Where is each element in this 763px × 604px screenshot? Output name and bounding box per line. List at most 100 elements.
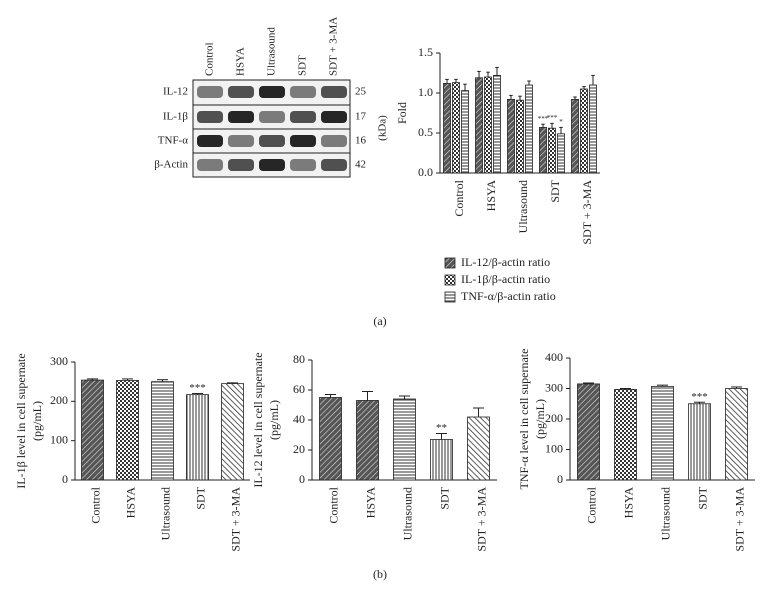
x-tick-label: HSYA xyxy=(621,487,635,519)
x-tick-label: SDT xyxy=(437,486,451,509)
x-tick-label: SDT xyxy=(548,179,562,202)
bar xyxy=(571,99,579,174)
bar xyxy=(452,82,460,174)
kda-label: 17 xyxy=(355,111,367,123)
bar xyxy=(356,400,379,481)
bar xyxy=(725,388,748,481)
y-tick-label: 100 xyxy=(50,432,68,446)
blot-band xyxy=(321,111,347,123)
significance: * xyxy=(559,118,563,126)
y-tick-label: 0 xyxy=(557,472,563,486)
y-tick-label: 60 xyxy=(293,382,305,396)
bar xyxy=(493,75,501,174)
bar xyxy=(577,383,600,481)
x-tick-label: SDT + 3-MA xyxy=(580,180,594,245)
x-tick-label: Ultrasound xyxy=(658,487,672,540)
y-tick-label: 0.0 xyxy=(418,165,433,179)
lane-label: SDT + 3-MA xyxy=(328,17,340,76)
row-label: IL-1β xyxy=(163,111,189,123)
legend-label: IL-1β/β-actin ratio xyxy=(461,272,550,286)
row-label: IL-12 xyxy=(163,86,188,98)
bar xyxy=(688,403,711,481)
bar xyxy=(557,133,565,174)
bar xyxy=(467,416,490,481)
panel-label: (a) xyxy=(373,314,386,328)
legend-label: IL-12/β-actin ratio xyxy=(461,255,550,269)
panel-label: (b) xyxy=(373,567,387,581)
blot-band xyxy=(197,86,223,98)
x-tick-label: Control xyxy=(584,486,598,523)
blot-band xyxy=(290,159,316,171)
x-tick-label: HSYA xyxy=(363,487,377,519)
y-axis-label: (pg/mL) xyxy=(267,400,281,440)
significance: ** xyxy=(436,422,447,434)
significance: *** xyxy=(547,114,558,122)
bar xyxy=(430,439,453,481)
bar xyxy=(589,84,597,174)
x-tick-label: Control xyxy=(88,486,102,523)
bar xyxy=(651,385,674,481)
x-tick-label: SDT + 3-MA xyxy=(474,487,488,552)
x-tick-label: SDT xyxy=(193,486,207,509)
bar xyxy=(614,389,637,481)
y-tick-label: 100 xyxy=(545,441,563,455)
blot-band xyxy=(228,135,254,147)
lane-label: SDT xyxy=(297,55,309,76)
y-axis-label: TNF-α level in cell supernate xyxy=(517,349,531,490)
bar xyxy=(221,383,244,481)
x-tick-label: HSYA xyxy=(123,487,137,519)
blot-band xyxy=(290,86,316,98)
row-label: TNF-α xyxy=(158,135,188,147)
x-tick-label: SDT xyxy=(695,486,709,509)
kda-label: 42 xyxy=(355,159,366,171)
y-tick-label: 1.5 xyxy=(418,45,433,59)
blot-band xyxy=(197,111,223,123)
blot-band xyxy=(290,135,316,147)
bar xyxy=(461,90,469,174)
bar xyxy=(393,398,416,481)
legend-label: TNF-α/β-actin ratio xyxy=(461,289,556,303)
y-tick-label: 80 xyxy=(293,352,305,366)
y-tick-label: 0.5 xyxy=(418,125,433,139)
kda-unit: (kDa) xyxy=(377,115,389,141)
bar xyxy=(516,99,524,174)
blot-band xyxy=(290,111,316,123)
bar xyxy=(186,394,209,481)
y-tick-label: 40 xyxy=(293,412,305,426)
y-tick-label: 200 xyxy=(50,393,68,407)
bar xyxy=(539,127,547,174)
bar xyxy=(484,76,492,174)
y-axis-label: (pg/mL) xyxy=(533,399,547,439)
x-tick-label: Ultrasound xyxy=(158,487,172,540)
lane-label: Control xyxy=(204,42,216,76)
legend-swatch xyxy=(444,257,456,269)
blot-band xyxy=(197,135,223,147)
y-tick-label: 400 xyxy=(545,350,563,364)
y-axis-label: Fold xyxy=(395,102,409,124)
blot-band xyxy=(259,135,285,147)
blot-band xyxy=(228,159,254,171)
kda-label: 16 xyxy=(355,135,367,147)
blot-band xyxy=(321,86,347,98)
x-tick-label: Control xyxy=(452,179,466,216)
blot-band xyxy=(321,159,347,171)
bar xyxy=(475,77,483,174)
bar xyxy=(319,397,342,481)
y-tick-label: 20 xyxy=(293,442,305,456)
bar xyxy=(443,83,451,174)
y-axis-label: IL-1β level in cell supernate xyxy=(14,353,28,488)
x-tick-label: SDT + 3-MA xyxy=(228,487,242,552)
x-tick-label: HSYA xyxy=(484,180,498,212)
legend-swatch xyxy=(444,274,456,286)
x-tick-label: Control xyxy=(326,486,340,523)
bar xyxy=(81,379,104,481)
bar xyxy=(525,84,533,174)
significance: *** xyxy=(691,391,708,403)
blot-band xyxy=(321,135,347,147)
bar xyxy=(580,88,588,174)
bar xyxy=(507,99,515,174)
y-tick-label: 200 xyxy=(545,411,563,425)
x-tick-label: Ultrasound xyxy=(516,180,530,233)
kda-label: 25 xyxy=(355,86,367,98)
